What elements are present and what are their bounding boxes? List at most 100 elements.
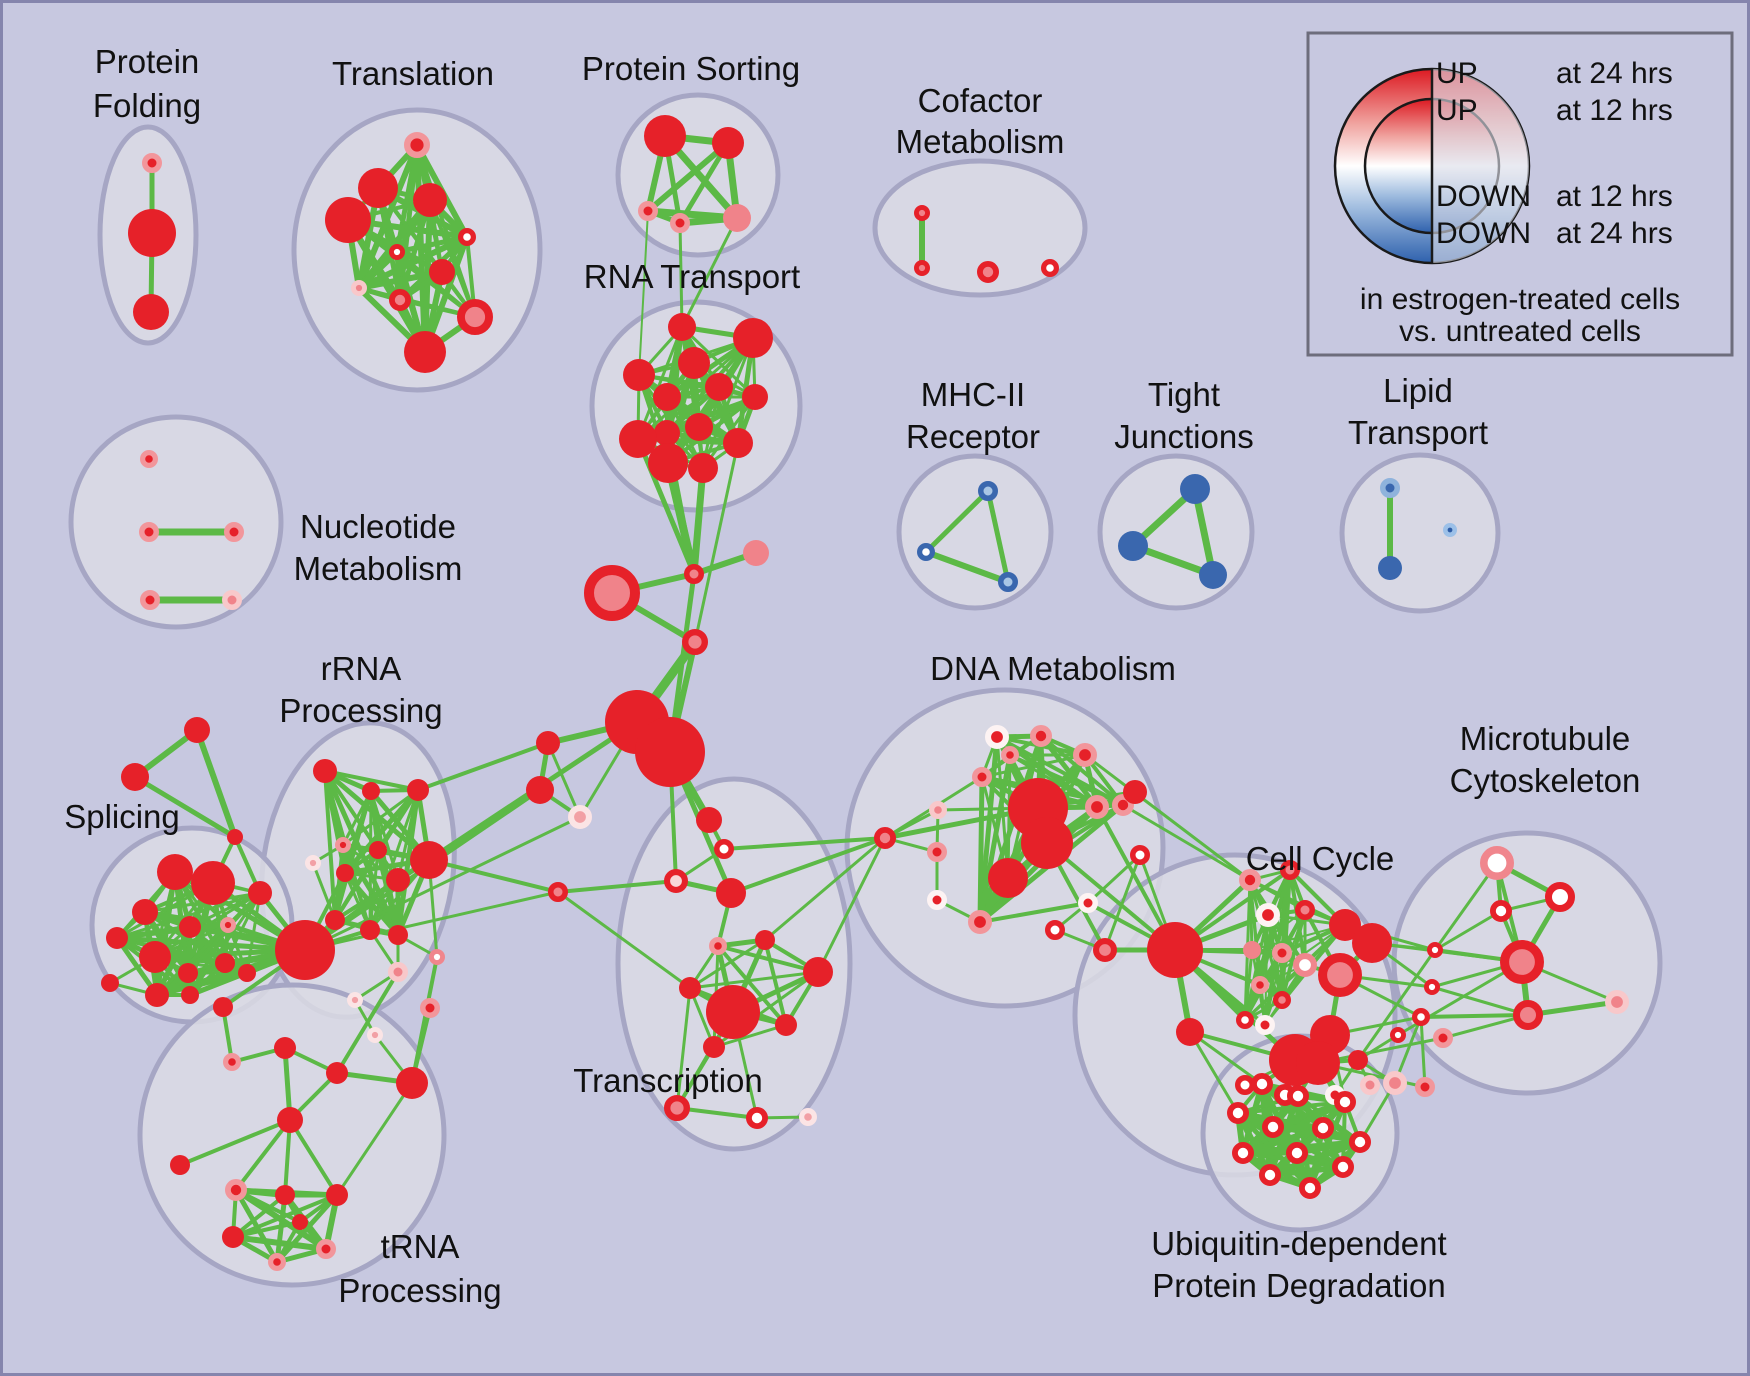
node-cy12 <box>1255 1015 1275 1035</box>
node-mt10 <box>1433 1028 1453 1048</box>
network-edge <box>1188 1030 1240 1115</box>
node-rt11 <box>723 428 753 458</box>
node-t3 <box>413 183 447 217</box>
node-sp3 <box>132 899 158 925</box>
node-dm5 <box>928 800 947 819</box>
node-pf1 <box>142 153 162 173</box>
node-sp12 <box>145 983 169 1007</box>
network-edge <box>356 249 400 291</box>
network-edge <box>1008 753 1099 809</box>
node-rr3 <box>407 779 429 801</box>
node-rt3 <box>678 347 710 379</box>
network-edge <box>342 787 421 876</box>
node-t1 <box>404 131 431 158</box>
node-cy6 <box>1272 943 1292 963</box>
node-sp4 <box>106 927 128 949</box>
cluster-label-rrna-processing: Processing <box>279 692 442 729</box>
node-cy5 <box>1243 941 1261 959</box>
node-dm3 <box>1073 742 1098 767</box>
node-tj2 <box>1118 531 1148 561</box>
network-edge <box>712 1023 788 1049</box>
legend-faded-half <box>1432 69 1529 263</box>
node-rr10 <box>325 910 345 930</box>
node-tx12 <box>703 1036 725 1058</box>
network-edge <box>1243 868 1292 1022</box>
network-edge <box>985 488 1011 585</box>
node-sp13 <box>181 986 199 1004</box>
node-tx4 <box>716 878 746 908</box>
node-dm4 <box>972 767 992 787</box>
cluster-label-trna-processing: Processing <box>338 1272 501 1309</box>
node-rt4 <box>623 359 655 391</box>
node-rr11 <box>360 920 380 940</box>
node-pf3 <box>133 294 169 330</box>
network-edge <box>274 1192 288 1265</box>
node-tx8 <box>803 957 833 987</box>
node-t7 <box>429 259 455 285</box>
node-tc2 <box>223 1052 242 1071</box>
network-edge <box>637 373 757 399</box>
cluster-label-lipid-transport: Lipid <box>1383 372 1453 409</box>
network-edge <box>335 1081 414 1197</box>
node-tj1 <box>1180 474 1210 504</box>
node-mh1 <box>978 481 998 501</box>
node-dm10 <box>1021 817 1073 869</box>
network-edge <box>333 848 380 922</box>
network-edge <box>1243 963 1307 1022</box>
node-tc1 <box>213 997 233 1017</box>
network-edge <box>356 234 470 291</box>
node-nm1 <box>140 450 159 469</box>
node-cy20 <box>1360 1075 1380 1095</box>
network-edge <box>223 891 262 965</box>
network-edge <box>688 938 767 990</box>
network-edge <box>1430 985 1530 1017</box>
node-dm18 <box>1000 745 1019 764</box>
node-th4 <box>222 1226 244 1248</box>
node-tx13 <box>664 1094 691 1121</box>
network-edge <box>688 970 820 990</box>
network-edge <box>556 879 678 894</box>
node-ub4 <box>1227 1102 1250 1125</box>
legend-time-label: at 24 hrs <box>1556 217 1673 250</box>
node-cy16 <box>1348 1050 1368 1070</box>
network-edge <box>194 727 238 840</box>
network-edge <box>1248 878 1284 1002</box>
node-mt8 <box>1513 1000 1543 1030</box>
node-th2 <box>275 1185 295 1205</box>
network-edge <box>303 815 582 952</box>
network-edge <box>340 842 401 938</box>
node-rr6 <box>336 864 354 882</box>
node-rr12 <box>388 925 408 945</box>
node-ub11 <box>1259 1164 1282 1187</box>
node-rr13 <box>429 949 446 966</box>
legend-time-label: at 12 hrs <box>1556 180 1673 213</box>
network-edge <box>978 901 1090 924</box>
node-cy2 <box>1295 900 1315 920</box>
node-sp14 <box>248 881 272 905</box>
network-edge <box>1083 753 1252 882</box>
node-rt9 <box>654 420 680 446</box>
node-dm11 <box>988 858 1028 898</box>
cluster-label-rrna-processing: rRNA <box>321 650 402 687</box>
node-ub6 <box>1312 1117 1335 1140</box>
node-rr1 <box>313 759 337 783</box>
label-layer: Protein Folding Translation Protein Sorting… <box>64 43 1640 1309</box>
node-cy17 <box>1235 1075 1255 1095</box>
node-tc8 <box>367 1026 384 1043</box>
node-t10 <box>457 299 494 336</box>
network-edge <box>178 1118 292 1167</box>
network-edge <box>701 336 755 470</box>
cluster-label-mhc-ii-receptor: MHC-II <box>921 376 1025 413</box>
node-dm8 <box>927 842 947 862</box>
node-l1 <box>536 731 560 755</box>
node-mt7 <box>1500 939 1545 984</box>
node-cy3 <box>1329 909 1361 941</box>
node-sp11 <box>101 974 119 992</box>
node-mt5 <box>1423 979 1440 996</box>
network-edge <box>1433 861 1499 952</box>
node-rr8 <box>386 868 410 892</box>
network-edge <box>132 774 238 840</box>
network-edge <box>556 890 692 990</box>
